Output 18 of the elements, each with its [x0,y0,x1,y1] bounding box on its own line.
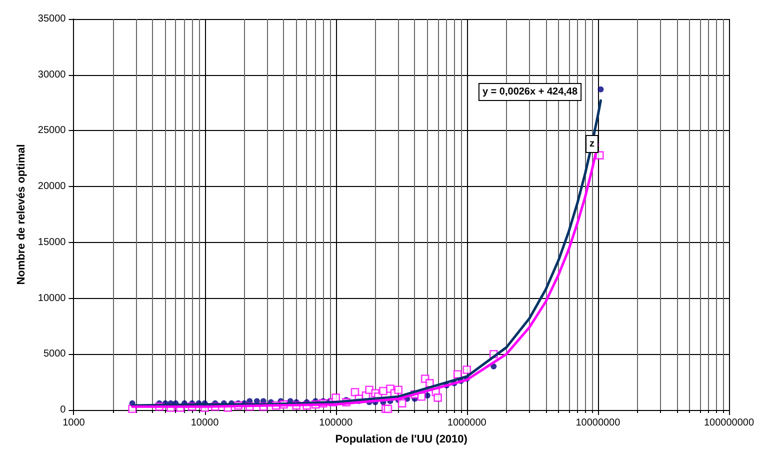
x-tick-label: 100000 [319,418,353,428]
x-tick-label: 10000000 [576,418,621,428]
y-tick-label: 25000 [38,125,66,136]
y-tick-label: 35000 [38,14,66,24]
annotation: z [590,138,594,150]
x-tick-label: 10000 [190,418,220,428]
x-tick-label: 100000000 [704,418,754,428]
y-tick-label: 5000 [43,348,66,360]
y-tick-label: 10000 [38,292,66,304]
x-tick-label: 1000000 [447,418,487,428]
y-axis-title: Nombre de relevés optimal [16,144,28,285]
x-axis-title: Population de l'UU (2010) [335,434,468,446]
x-tick-label: 1000 [62,418,86,428]
y-tick-label: 15000 [38,236,66,248]
y-tick-label: 0 [60,404,66,416]
annotation: y = 0,0026x + 424,48 [482,86,578,98]
y-tick-label: 30000 [38,69,66,80]
y-tick-label: 20000 [38,181,66,192]
